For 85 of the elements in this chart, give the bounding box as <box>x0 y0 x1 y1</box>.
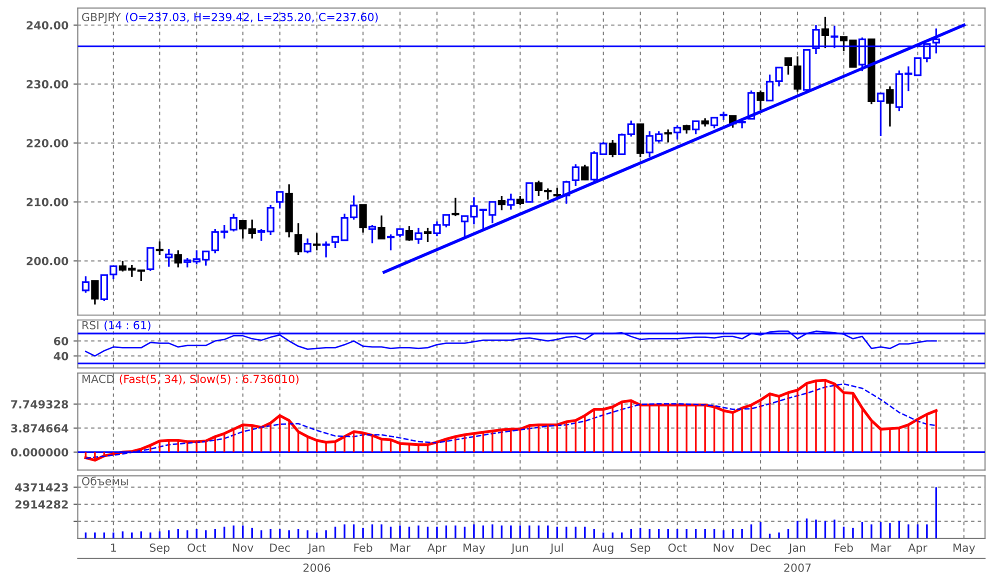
x-tick-label: Feb <box>354 543 372 552</box>
y-tick-label: 40 <box>54 352 68 360</box>
y-tick-label: 220.00 <box>26 138 68 148</box>
candlestick <box>386 234 395 252</box>
y-tick-label: 230.00 <box>26 80 68 88</box>
candlestick <box>91 280 99 306</box>
candlestick <box>618 132 626 156</box>
candlestick <box>424 227 432 243</box>
y-tick-label: 210.00 <box>26 198 68 206</box>
y-tick-label: 60 <box>54 336 68 346</box>
candlestick <box>572 163 580 187</box>
x2-tick-label: 2007 <box>784 563 811 572</box>
y-tick-label: 0.000000 <box>10 448 68 457</box>
y-tick-label: 2914282 <box>16 500 68 509</box>
x-tick-label: Apr <box>908 544 928 554</box>
candlestick <box>294 222 302 256</box>
candlestick <box>276 191 284 210</box>
candlestick <box>498 195 506 212</box>
x-tick-label: Apr <box>427 544 447 554</box>
candlestick <box>627 120 635 138</box>
candlestick <box>692 120 700 136</box>
x-tick-label: May <box>954 544 976 554</box>
candlestick <box>258 228 266 242</box>
y-tick-label: 240.00 <box>26 21 68 30</box>
x-tick-label: Dec <box>270 544 290 552</box>
candlestick <box>312 232 321 252</box>
candlestick <box>239 220 247 240</box>
candlestick <box>821 16 830 49</box>
candlestick <box>756 90 764 111</box>
candlestick <box>156 240 164 256</box>
x-tick-label: Mar <box>871 544 892 552</box>
candlestick <box>414 227 422 245</box>
x-tick-label: Jan <box>788 544 806 554</box>
candlestick <box>165 248 173 268</box>
candlestick <box>710 116 718 130</box>
x2-tick-label: 2006 <box>303 563 330 572</box>
y-tick-label: 3.874664 <box>11 424 68 432</box>
x-tick-label: Oct <box>668 543 687 552</box>
candlestick <box>368 224 376 244</box>
x-tick-label: Nov <box>233 544 254 552</box>
candlestick <box>137 268 145 282</box>
chart-title: GBPJPY <box>82 12 121 24</box>
x-tick-label: Sep <box>150 543 170 554</box>
candlestick <box>322 240 330 258</box>
x-tick-label: Jun <box>510 544 528 554</box>
x-tick-label: Dec <box>750 544 771 552</box>
x-tick-label: Oct <box>188 543 206 552</box>
chart-title: MACD <box>82 374 114 384</box>
x-tick-label: 1 <box>111 544 116 552</box>
chart-title: RSI <box>82 320 98 330</box>
candlestick <box>378 214 386 240</box>
candlestick <box>452 196 460 217</box>
candlestick <box>526 182 534 203</box>
candlestick <box>266 204 274 236</box>
x-tick-label: Mar <box>390 544 410 552</box>
candlestick <box>886 86 894 128</box>
candlestick <box>507 192 515 210</box>
candlestick <box>304 238 312 254</box>
candlestick <box>184 257 192 268</box>
candlestick <box>230 212 238 232</box>
x-tick-label: Feb <box>834 543 853 552</box>
candlestick <box>82 275 90 294</box>
chart-subtitle: (O=237.03, H=239.42, L=235.20, C=237.60) <box>126 12 378 23</box>
candlestick <box>248 218 256 240</box>
candlestick <box>876 92 885 137</box>
candlestick <box>146 247 154 272</box>
y-tick-label: 4371423 <box>15 483 68 492</box>
chart-subtitle: (14 : 61) <box>104 320 150 331</box>
chart-title: Объемы <box>82 476 128 486</box>
chart-subtitle: (Fast(5, 34), Slow(5) : 6.736010) <box>120 374 299 384</box>
candlestick <box>359 204 367 234</box>
x-tick-label: Jan <box>308 544 324 554</box>
candlestick <box>664 128 672 144</box>
candlestick <box>608 139 616 158</box>
y-tick-label: 200.00 <box>26 256 68 266</box>
x-tick-label: Aug <box>592 544 614 554</box>
candlestick <box>174 249 182 268</box>
candlestick <box>405 225 414 242</box>
candlestick <box>674 124 682 140</box>
x-tick-label: Jul <box>550 543 563 554</box>
x-tick-label: Sep <box>630 543 650 554</box>
candlestick <box>581 164 589 181</box>
x-tick-label: Nov <box>714 544 734 552</box>
x-tick-label: May <box>464 544 486 554</box>
y-tick-label: 7.749328 <box>11 400 68 408</box>
